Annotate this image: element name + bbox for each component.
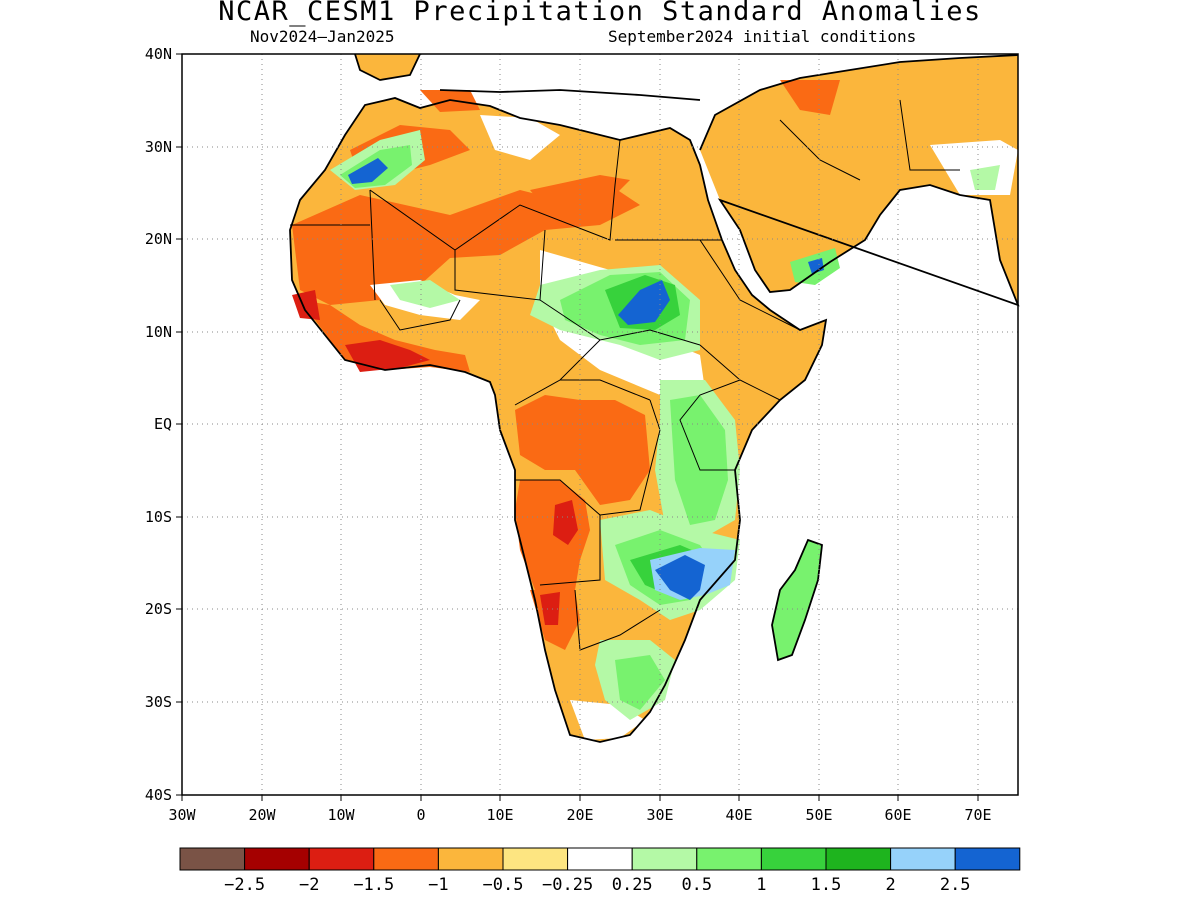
colorbar-swatch (890, 847, 956, 871)
colorbar-label: −2.5 (224, 875, 265, 895)
congo-dry (515, 395, 650, 505)
arabia-dry-patch (780, 80, 840, 115)
map-title: NCAR_CESM1 Precipitation Standard Anomal… (218, 0, 982, 27)
initial-conditions: September2024 initial conditions (608, 27, 917, 46)
lat-label: 30N (145, 138, 172, 156)
europe-coastline (354, 53, 701, 101)
sahel-dry-band (292, 185, 640, 305)
colorbar-swatch (760, 847, 827, 871)
very-wet-sudan (618, 280, 670, 325)
lon-label: 10W (327, 806, 355, 824)
lat-label: 20N (145, 230, 172, 248)
lon-label: 70E (964, 806, 991, 824)
lon-label: 60E (884, 806, 911, 824)
very-dry-namibia (540, 592, 560, 625)
colorbar-label: 1 (756, 875, 766, 895)
colorbar-swatch (437, 847, 504, 871)
lat-label: 30S (145, 693, 172, 711)
very-wet-morocco (348, 158, 388, 184)
colorbar-swatch (696, 847, 762, 871)
lon-label: 20E (566, 806, 593, 824)
europe-land-2 (420, 54, 700, 100)
forecast-period: Nov2024–Jan2025 (250, 27, 395, 46)
colorbar-label: −0.5 (483, 875, 524, 895)
colorbar-swatch (954, 847, 1021, 871)
near-normal-sudan (480, 115, 560, 160)
colorbar-label: −1.5 (353, 875, 394, 895)
africa-coastline (289, 97, 828, 743)
lon-label: 20W (248, 806, 276, 824)
colorbar: −2.5 −2 −1.5 −1 −0.5 −0.25 0.25 0.5 1 1.5 2 2.5 (179, 847, 1021, 895)
madagascar-coastline (771, 538, 823, 662)
wet-south-africa-mid (615, 655, 665, 710)
colorbar-label: 0.5 (681, 875, 712, 895)
colorbar-swatch (567, 847, 633, 871)
colorbar-swatch (502, 847, 569, 871)
gridlines (182, 54, 1018, 795)
lon-label: 10E (486, 806, 513, 824)
niger-north-dry (420, 90, 480, 112)
lon-label: 0 (416, 806, 425, 824)
lon-label: 40E (725, 806, 752, 824)
colorbar-swatch (825, 847, 892, 871)
lat-label: 20S (145, 600, 172, 618)
lat-label: 10S (145, 508, 172, 526)
wet-west-sahel (390, 280, 460, 308)
very-wet-southern (655, 555, 705, 600)
colorbar-swatch (631, 847, 698, 871)
country-borders (290, 99, 960, 651)
lon-label: 30W (168, 806, 196, 824)
coastlines (289, 53, 1020, 743)
colorbar-swatch (244, 847, 310, 871)
wet-east-africa-mid (670, 395, 728, 525)
lat-label: 40N (145, 45, 172, 63)
colorbar-swatch (179, 847, 246, 871)
arabia-coastline (699, 54, 1020, 307)
lat-label: 10N (145, 323, 172, 341)
longitude-labels: 30W 20W 10W 0 10E 20E 30E 40E 50E 60E 70… (168, 806, 991, 824)
anomaly-field (290, 54, 1018, 742)
colorbar-label: −2 (299, 875, 319, 895)
very-dry-angola (553, 500, 578, 545)
latitude-labels: 40N 30N 20N 10N EQ 10S 20S 30S 40S (145, 45, 172, 804)
very-dry-coast (345, 340, 430, 372)
madagascar (772, 540, 822, 660)
colorbar-swatch (373, 847, 439, 871)
colorbar-label: −0.25 (542, 875, 593, 895)
colorbar-label: 1.5 (811, 875, 842, 895)
europe-land (355, 54, 420, 80)
colorbar-label: −1 (428, 875, 448, 895)
lon-label: 50E (805, 806, 832, 824)
lat-label: 40S (145, 786, 172, 804)
tick-marks (176, 53, 979, 801)
wet-arabia-sea (970, 165, 1000, 190)
libya-dry (530, 175, 630, 215)
colorbar-swatch (308, 847, 375, 871)
lon-label: 30E (646, 806, 673, 824)
colorbar-label: 0.25 (612, 875, 653, 895)
guinea-coast-dry (300, 300, 470, 372)
lat-label: EQ (154, 415, 172, 433)
colorbar-label: 2.5 (940, 875, 971, 895)
colorbar-label: 2 (885, 875, 895, 895)
